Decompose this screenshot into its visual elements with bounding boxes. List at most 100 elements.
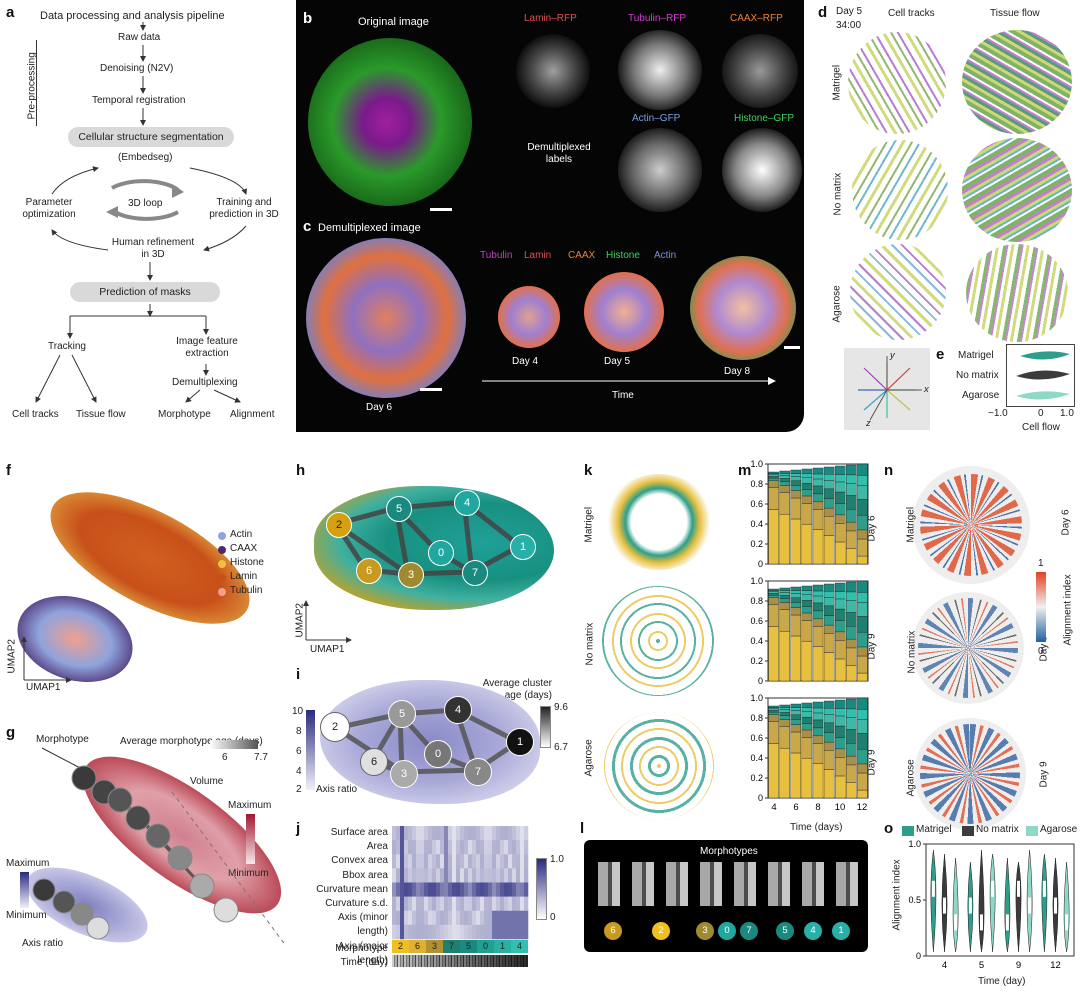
m-ytick-label: 0 [758,559,763,569]
j-heat-cell [468,910,473,926]
j-heat-cell [408,924,413,940]
m-bar-segment [779,715,790,720]
j-heatmap [392,826,529,940]
j-heat-cell [488,910,493,926]
m-bar-segment [823,597,835,607]
i-node-0: 0 [424,740,452,768]
e-violin-matrigel [1020,351,1070,360]
m-bar-segment [801,477,813,484]
j-heat-cell [416,840,421,855]
j-heat-cell [504,882,509,897]
j-heat-cell [464,854,469,869]
m-bar-segment [768,705,779,708]
panel-letter-j: j [296,820,301,837]
m-bar-segment [768,480,779,488]
i-node-1: 1 [506,728,534,756]
m-bar-segment [823,583,835,592]
j-heat-cell [416,868,421,883]
j-heat-cell [476,882,481,897]
time-arrow [482,377,776,385]
j-heat-cell [492,910,497,926]
j-heat-cell [508,868,513,883]
m-bar-segment [834,737,846,750]
m-bar-segment [812,467,824,475]
d-day-label: Day 5 [836,6,863,17]
m-xtick-label: 12 [857,802,868,810]
lamin-channel-image [516,34,590,108]
h-node-6: 6 [356,558,382,584]
g-node [52,890,76,914]
o-ytick-label: 0 [916,951,921,961]
j-heat-cell [476,910,481,926]
j-heat-cell [416,854,421,869]
j-heat-cell [408,868,413,883]
m-bar-segment [801,606,813,614]
j-heat-cell [428,924,433,940]
f-legend-lamin-dot [218,574,226,582]
o-violin-box [991,880,995,897]
m-bar-segment [779,598,790,603]
j-cbar-min: 0 [550,912,556,923]
j-heat-cell [396,840,401,855]
m-bar-segment [812,485,824,495]
e-tick-max: 1.0 [1060,408,1074,419]
f-yaxis-label: UMAP2 [6,639,18,674]
j-heat-cell [460,840,465,855]
j-heat-cell [492,896,497,912]
m-bar-segment [857,697,868,710]
m-bar-segment [846,474,857,484]
m-bar-segment [790,469,802,474]
m-bar-segment [790,707,802,711]
j-heat-cell [464,840,469,855]
step-registration: Temporal registration [92,95,186,106]
j-heat-cell [504,896,509,912]
j-heat-cell [392,924,397,940]
m-bar-segment [801,723,813,731]
m-bar-segment [790,586,802,591]
j-heat-cell [396,868,401,883]
j-heat-cell [520,896,525,912]
m-bar-segment [768,721,779,744]
e-xlabel: Cell flow [1022,422,1060,433]
m-bar-segment [846,530,857,549]
m-bar-segment [768,509,779,565]
j-heat-cell [456,896,461,912]
g-morphotype-pointer [41,747,85,771]
m-bar-segment [768,597,779,605]
g-node [32,878,56,902]
caax-channel-image [722,34,798,108]
h-node-0: 0 [428,540,454,566]
j-heat-cell [444,868,449,883]
m-bar-segment [823,633,835,653]
m-bar-segment [846,755,857,766]
channel-caax-label: CAAX–RFP [730,13,783,24]
j-heat-cell [468,882,473,897]
m-bar-segment [779,630,790,682]
n-day-label-1: Day 6 [1060,509,1072,536]
m-bar-segment [768,708,779,711]
m-bar-segment [823,488,835,499]
panel-letter-d: d [818,4,828,21]
j-heat-cell [496,840,501,855]
j-heat-cell [408,896,413,912]
j-heat-cell [524,882,529,897]
j-morph-cell: 5 [460,940,477,953]
j-heat-cell [468,826,473,841]
scale-bar-c1 [420,388,442,391]
j-heat-cell [472,882,477,897]
j-heat-cell [452,882,457,897]
j-heat-cell [396,854,401,869]
m-bar-segment [857,709,868,720]
step-embedseg: (Embedseg) [118,152,173,163]
h-node-7: 7 [462,560,488,586]
j-morph-cell: 2 [392,940,409,953]
m-bar-segment [846,509,857,523]
m-bar-segment [790,724,802,733]
j-heat-cell [476,840,481,855]
m-bar-segment [790,614,802,637]
j-heat-cell [424,854,429,869]
m-bar-segment [823,714,835,724]
j-heat-cell [396,896,401,912]
j-heat-cell [524,826,529,841]
o-violin [1004,857,1011,953]
